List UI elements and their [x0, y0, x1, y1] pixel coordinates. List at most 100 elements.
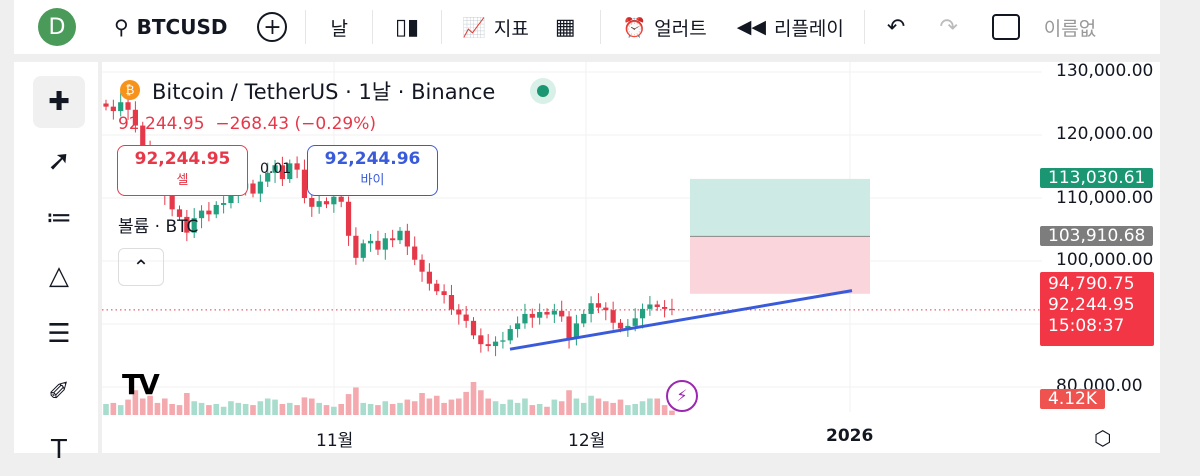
drawing-toolbar: ✚ ➚ ≔ △ ☰ ✐ T	[14, 62, 98, 465]
volume-bar	[529, 405, 536, 415]
undo-button[interactable]: ↶	[887, 0, 905, 54]
text-tool[interactable]: T	[33, 424, 85, 476]
candle-body	[559, 310, 565, 317]
symbol-label: BTCUSD	[136, 15, 228, 39]
settings-hex-icon: ⬡	[1094, 426, 1112, 450]
volume-bar	[544, 406, 550, 415]
candle-body	[125, 102, 131, 110]
volume-bar	[264, 398, 271, 415]
candle-body	[588, 303, 594, 314]
lightning-icon[interactable]: ⚡	[666, 380, 698, 412]
candle-body	[338, 196, 344, 202]
volume-bar	[580, 402, 587, 415]
crosshair-tool[interactable]: ✚	[33, 76, 85, 128]
sell-label: 셀	[176, 173, 189, 188]
volume-bar	[367, 404, 374, 415]
candle-body	[566, 316, 572, 339]
chart-settings-button[interactable]: ⬡	[1094, 426, 1111, 450]
candle-body	[301, 169, 308, 198]
templates-button[interactable]: ▦	[555, 0, 576, 54]
buy-button[interactable]: 92,244.96 바이	[307, 145, 438, 196]
candle-body	[595, 303, 602, 308]
projection-tool[interactable]: ☰	[33, 308, 85, 360]
redo-button[interactable]: ↷	[939, 0, 957, 54]
redo-icon: ↷	[939, 14, 958, 40]
volume-bar	[522, 398, 528, 415]
indicators-button[interactable]: 📈 지표	[462, 0, 529, 54]
candle-body	[419, 259, 425, 272]
volume-tag: 4.12K	[1040, 389, 1105, 409]
candle-body	[198, 210, 205, 219]
symbol-search-button[interactable]: ⚲ BTCUSD	[114, 0, 227, 54]
chart-type-button[interactable]: ▯▮	[395, 0, 419, 54]
pattern-icon: △	[49, 261, 69, 291]
trendline-icon: ➚	[47, 143, 71, 177]
fib-tool[interactable]: ≔	[33, 192, 85, 244]
volume-bar	[536, 404, 543, 415]
square-icon	[991, 14, 1020, 40]
text-icon: T	[51, 435, 67, 465]
replay-button[interactable]: ◀◀ 리플레이	[737, 0, 844, 54]
candle-body	[551, 310, 557, 315]
indicators-label: 지표	[493, 17, 529, 40]
candle-body	[323, 201, 330, 205]
volume-bar	[595, 398, 602, 415]
plus-circle-icon: +	[257, 12, 288, 42]
avatar[interactable]: D	[38, 8, 76, 46]
fullscreen-button[interactable]	[991, 0, 1020, 54]
volume-bar	[389, 404, 396, 415]
candle-body	[316, 201, 322, 207]
brush-tool[interactable]: ✐	[33, 366, 85, 418]
trendline-tool[interactable]: ➚	[33, 134, 85, 186]
chart-pane[interactable]: ₿ Bitcoin / TetherUS · 1날 · Binance 92,2…	[102, 61, 1160, 453]
volume-bar	[426, 398, 433, 415]
candle-body	[390, 238, 396, 241]
candle-body	[654, 304, 660, 307]
layout-name[interactable]: 이름없	[1043, 17, 1097, 40]
brush-icon: ✐	[48, 377, 70, 407]
volume-bar	[448, 399, 455, 415]
volume-bar	[419, 393, 425, 415]
parallel-lines-icon: ≔	[46, 203, 72, 233]
price-tick: 130,000.00	[1056, 61, 1154, 81]
volume-bar	[139, 398, 146, 415]
rewind-icon: ◀◀	[736, 16, 766, 38]
alert-button[interactable]: ⏰ 얼러트	[623, 0, 707, 54]
divider	[441, 10, 443, 44]
candle-body	[169, 194, 175, 210]
collapse-legend-button[interactable]: ⌃	[118, 248, 164, 286]
candle-body	[456, 309, 462, 315]
volume-bar	[154, 402, 161, 415]
price-tick: 100,000.00	[1056, 250, 1154, 270]
volume-bar	[603, 401, 609, 415]
volume-bar	[279, 404, 286, 415]
market-status-icon[interactable]	[530, 78, 556, 104]
volume-bar	[198, 402, 205, 415]
target-price-tag: 113,030.61	[1040, 168, 1154, 188]
sell-button[interactable]: 92,244.95 셀	[117, 145, 248, 196]
price-chart[interactable]	[102, 62, 1160, 453]
candle-body	[485, 344, 491, 347]
bar-countdown: 15:08:37	[1048, 316, 1125, 336]
compare-button[interactable]: +	[257, 0, 288, 54]
chart-title[interactable]: Bitcoin / TetherUS · 1날 · Binance	[152, 80, 496, 104]
pattern-tool[interactable]: △	[33, 250, 85, 302]
divider	[863, 10, 865, 44]
top-toolbar: D ⚲ BTCUSD + 날 ▯▮ 📈 지표 ▦ ⏰ 얼러트 ◀◀ 리플레이 ↶ ↷ 이…	[14, 0, 1160, 54]
loss-zone	[690, 236, 870, 294]
candle-body	[492, 341, 499, 347]
volume-bar	[610, 402, 616, 415]
volume-bar	[470, 382, 477, 415]
candle-body	[625, 325, 631, 329]
volume-bar	[125, 399, 131, 415]
price-change: −268.43 (−0.29%)	[215, 114, 376, 134]
last-price: 92,244.95	[118, 114, 205, 134]
volume-bar	[316, 402, 322, 415]
volume-bar	[404, 399, 411, 415]
price-tick: 110,000.00	[1056, 188, 1154, 208]
volume-bar	[382, 401, 389, 415]
candle-body	[206, 210, 212, 215]
volume-bar	[220, 406, 227, 415]
interval-button[interactable]: 날	[330, 17, 348, 40]
candle-body	[544, 312, 550, 315]
